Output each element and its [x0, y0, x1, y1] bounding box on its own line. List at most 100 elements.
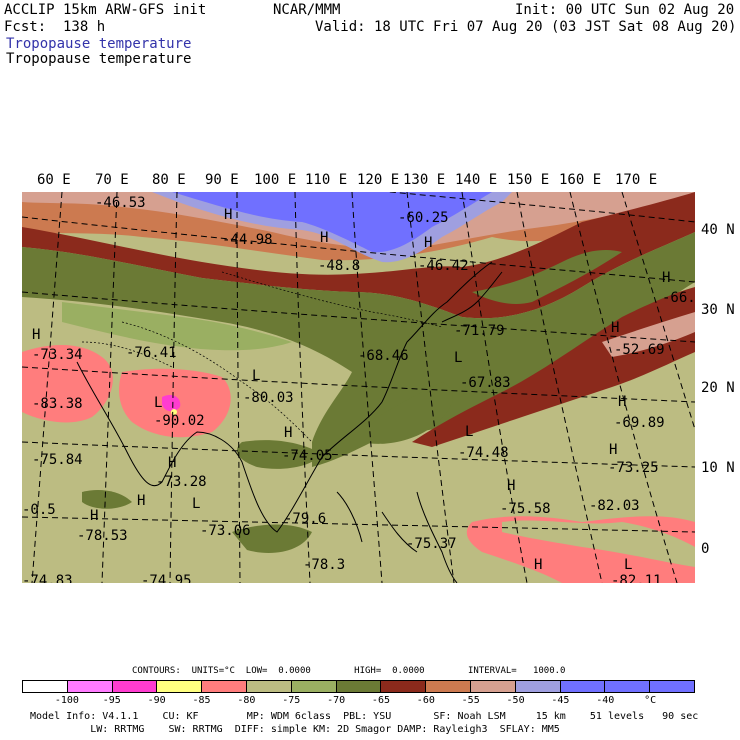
colorbar-label: °C — [644, 695, 657, 706]
value-label: -52.69 — [614, 342, 665, 358]
longitude-label: 120 E — [357, 172, 400, 188]
colorbar-swatch — [23, 681, 68, 692]
colorbar-label: -55 — [461, 695, 480, 706]
high-marker: H — [32, 327, 40, 343]
colorbar-swatch — [381, 681, 427, 692]
high-marker: H — [90, 508, 98, 524]
high-marker: H — [618, 394, 626, 410]
value-label: -83.38 — [32, 396, 83, 412]
valid-time: Valid: 18 UTC Fri 07 Aug 20 (03 JST Sat … — [315, 19, 737, 35]
value-label: -66. — [662, 290, 695, 306]
value-label: -73.06 — [200, 523, 251, 539]
low-marker: L — [454, 350, 462, 366]
value-label: -74.48 — [458, 445, 509, 461]
longitude-label: 80 E — [152, 172, 186, 188]
value-label: -67.83 — [460, 375, 511, 391]
latitude-label: 40 N — [701, 222, 735, 238]
value-label: -78.3 — [303, 557, 345, 573]
value-label: -73.25 — [608, 460, 659, 476]
map-panel: -46.53 -60.25 H -44.98 H -48.8 H -46.42 H -66. -71… — [22, 192, 695, 583]
colorbar-swatch — [112, 681, 158, 692]
high-marker: H — [137, 493, 145, 509]
high-marker: H — [424, 235, 432, 251]
colorbar-label: -85 — [192, 695, 211, 706]
colorbar-swatch — [515, 681, 561, 692]
value-label: -75.58 — [500, 501, 551, 517]
low-marker: L — [624, 557, 632, 573]
contours-info: CONTOURS: UNITS=°C LOW= 0.0000 HIGH= 0.0… — [132, 666, 566, 676]
value-label: -44.98 — [222, 232, 273, 248]
value-label: -69.89 — [614, 415, 665, 431]
colorbar-label: -75 — [282, 695, 301, 706]
value-label: -82.03 — [589, 498, 640, 514]
longitude-label: 170 E — [615, 172, 658, 188]
colorbar-swatch — [426, 681, 471, 692]
colorbar-label: -70 — [327, 695, 346, 706]
model-info-line1: Model Info: V4.1.1 CU: KF MP: WDM 6class… — [30, 711, 699, 722]
colorbar-swatch — [650, 681, 694, 692]
colorbar-swatch — [202, 681, 247, 692]
value-label: -79.6 — [284, 511, 326, 527]
high-marker: H — [507, 478, 515, 494]
value-label: -48.8 — [318, 258, 360, 274]
high-marker: H — [284, 425, 292, 441]
high-marker: H — [320, 230, 328, 246]
longitude-label: 110 E — [305, 172, 348, 188]
latitude-label: 30 N — [701, 302, 735, 318]
value-label: -74.83 — [22, 573, 73, 583]
high-marker: H — [609, 442, 617, 458]
model-title: ACCLIP 15km ARW-GFS init — [4, 2, 207, 18]
low-marker: L — [192, 496, 200, 512]
colorbar-swatch — [605, 681, 651, 692]
high-marker: H — [168, 455, 176, 471]
value-label: -74.05 — [282, 448, 333, 464]
high-marker: H — [224, 207, 232, 223]
colorbar-swatch — [336, 681, 382, 692]
colorbar-label: -80 — [237, 695, 256, 706]
latitude-label: 20 N — [701, 380, 735, 396]
field-title-colored: Tropopause temperature — [6, 36, 192, 52]
high-marker: H — [611, 320, 619, 336]
value-label: -46.42 — [418, 258, 469, 274]
value-label: -68.46 — [358, 348, 409, 364]
high-marker: H — [534, 557, 542, 573]
value-label: -73.28 — [156, 474, 207, 490]
colorbar — [22, 680, 695, 693]
value-label: -90.02 — [154, 413, 205, 429]
longitude-label: 70 E — [95, 172, 129, 188]
value-label: -71.79 — [454, 323, 505, 339]
low-marker: L — [252, 368, 260, 384]
longitude-label: 150 E — [507, 172, 550, 188]
value-label: -82.11 — [611, 573, 662, 583]
longitude-label: 140 E — [455, 172, 498, 188]
value-label: -80.03 — [243, 390, 294, 406]
colorbar-label: -60 — [416, 695, 435, 706]
colorbar-label: -90 — [147, 695, 166, 706]
init-time: Init: 00 UTC Sun 02 Aug 20 — [515, 2, 735, 18]
colorbar-swatch — [67, 681, 113, 692]
longitude-label: 160 E — [559, 172, 602, 188]
colorbar-swatch — [246, 681, 292, 692]
colorbar-swatch — [291, 681, 337, 692]
value-label: -46.53 — [95, 195, 146, 211]
field-title: Tropopause temperature — [6, 51, 192, 67]
value-label: -60.25 — [398, 210, 449, 226]
value-label: -75.37 — [406, 536, 457, 552]
colorbar-label: -65 — [371, 695, 390, 706]
value-label: -76.41 — [126, 345, 177, 361]
colorbar-label: -45 — [551, 695, 570, 706]
latitude-label: 10 N — [701, 460, 735, 476]
forecast-hour: Fcst: 138 h — [4, 19, 106, 35]
colorbar-swatch — [560, 681, 606, 692]
longitude-label: 130 E — [403, 172, 446, 188]
value-label: -75.84 — [32, 452, 83, 468]
high-marker: H — [662, 270, 670, 286]
low-marker: L — [465, 424, 473, 440]
value-label: -0.5 — [22, 502, 56, 518]
colorbar-label: -50 — [506, 695, 525, 706]
colorbar-label: -100 — [54, 695, 79, 706]
value-label: -73.34 — [32, 347, 83, 363]
value-label: -74.95 — [141, 573, 192, 583]
latitude-label: 0 — [701, 541, 710, 557]
longitude-label: 90 E — [205, 172, 239, 188]
